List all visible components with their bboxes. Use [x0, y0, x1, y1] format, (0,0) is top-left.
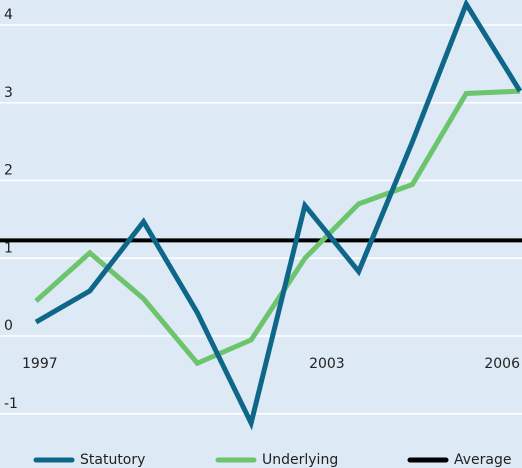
y-tick-label: 4	[4, 7, 13, 23]
x-tick-label: 2003	[309, 356, 345, 372]
y-tick-label: 2	[4, 163, 13, 179]
line-series	[34, 0, 522, 431]
legend-label: Statutory	[80, 452, 145, 468]
y-tick-label: 1	[4, 240, 13, 256]
y-tick-label: 3	[4, 85, 13, 101]
x-tick-label: 2006	[484, 356, 520, 372]
legend-label: Underlying	[262, 452, 338, 468]
line-series	[34, 88, 521, 367]
y-tick-label: 0	[4, 318, 13, 334]
legend-label: Average	[454, 452, 512, 468]
x-tick-label: 1997	[22, 356, 58, 372]
y-tick-label: -1	[4, 396, 18, 412]
